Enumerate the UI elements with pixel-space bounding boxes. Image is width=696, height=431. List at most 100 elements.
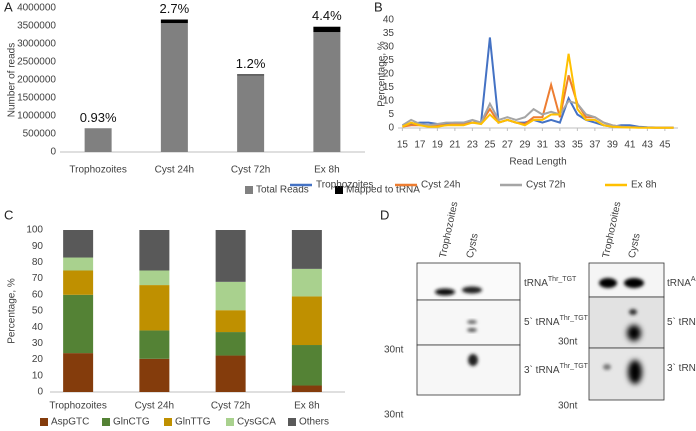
lane-label: Cysts <box>465 232 481 259</box>
annotation: 2.7% <box>160 1 190 16</box>
panel-label: B <box>374 0 383 14</box>
bar-segment <box>139 285 170 331</box>
band <box>629 309 637 315</box>
x-tick-label: 19 <box>432 140 444 151</box>
y-tick-label: 1500000 <box>17 93 56 104</box>
bar-segment <box>291 385 322 392</box>
bar-segment <box>160 23 188 153</box>
x-tick-label: 15 <box>397 140 409 151</box>
blot-images <box>416 262 665 401</box>
band-superscript: Thr_TGT <box>560 363 589 370</box>
blot-box <box>416 262 521 301</box>
y-tick-label: 30 <box>383 42 395 53</box>
band <box>468 354 478 366</box>
y-tick-label: 500000 <box>23 129 57 140</box>
legend-swatch <box>164 418 172 426</box>
legend-swatch <box>40 418 48 426</box>
legend-swatch <box>102 418 110 426</box>
legend-swatch <box>245 186 253 194</box>
blot-box <box>588 347 665 401</box>
band-label: 3` tRNAThr_TGT <box>524 363 589 376</box>
legend-label: Total Reads <box>256 185 309 196</box>
legend-label: GlnCTG <box>113 417 150 428</box>
band-label: 5` tRNAAsn_GTT <box>667 315 696 328</box>
x-tick-label: 17 <box>414 140 426 151</box>
size-marker: 30nt <box>558 337 578 348</box>
y-tick-label: 2000000 <box>17 75 56 86</box>
bar-segment <box>215 310 246 333</box>
x-tick-label: Cyst 24h <box>155 165 194 176</box>
bar-segment <box>215 281 246 311</box>
legend-swatch <box>335 186 343 194</box>
x-tick-label: 25 <box>484 140 496 151</box>
y-tick-label: 90 <box>32 241 44 252</box>
y-tick-label: 10 <box>383 96 395 107</box>
bar-segment <box>63 257 94 271</box>
y-tick-label: 0 <box>37 387 43 398</box>
band <box>627 325 641 341</box>
bar-segment <box>215 332 246 356</box>
band-superscript: Thr_TGT <box>548 276 577 283</box>
y-tick-label: 1000000 <box>17 111 56 122</box>
line-series <box>401 53 674 129</box>
y-tick-label: 70 <box>32 273 44 284</box>
y-tick-label: 0 <box>50 147 56 158</box>
legend-label: Cyst 24h <box>421 180 460 191</box>
y-tick-label: 0 <box>388 123 394 134</box>
band <box>462 286 482 294</box>
bar-segment <box>291 268 322 297</box>
band-name: 5` tRNA <box>667 316 696 328</box>
y-tick-label: 3500000 <box>17 21 56 32</box>
lane-label: Trophozoites <box>601 201 624 259</box>
bar-segment <box>63 230 94 258</box>
band <box>435 288 455 296</box>
blot-box <box>416 344 521 396</box>
y-tick-label: 20 <box>383 69 395 80</box>
y-axis-label: Percentage, % <box>377 41 388 107</box>
legend-label: Trophozoites <box>316 180 373 191</box>
y-tick-label: 5 <box>388 109 394 120</box>
y-tick-label: 50 <box>32 306 44 317</box>
annotation: 1.2% <box>236 56 266 71</box>
legend-label: Cyst 72h <box>526 180 565 191</box>
x-tick-label: Ex 8h <box>294 401 320 412</box>
panel-label: C <box>4 207 13 222</box>
y-tick-label: 2500000 <box>17 57 56 68</box>
size-marker: 30nt <box>558 401 578 412</box>
y-tick-label: 80 <box>32 257 44 268</box>
legend-label: Others <box>299 417 329 428</box>
y-tick-label: 60 <box>32 289 44 300</box>
band <box>624 278 644 288</box>
x-axis-label: Read Length <box>509 157 566 168</box>
bar-segment <box>139 230 170 271</box>
x-tick-label: Cyst 24h <box>135 401 174 412</box>
x-tick-label: Cyst 72h <box>211 401 250 412</box>
legend-label: GlnTTG <box>175 417 211 428</box>
x-tick-label: 45 <box>659 140 671 151</box>
legend-label: CysGCA <box>237 417 276 428</box>
lane-label: Cysts <box>627 232 643 259</box>
band <box>599 278 617 288</box>
bar-segment <box>63 270 94 295</box>
legend-label: Ex 8h <box>631 180 657 191</box>
blot-box <box>588 296 665 349</box>
bar-segment <box>215 355 246 392</box>
legend-swatch <box>226 418 234 426</box>
y-tick-label: 15 <box>383 82 395 93</box>
x-tick-label: 37 <box>589 140 601 151</box>
bar-segment <box>313 32 341 153</box>
legend-label: Mapped to tRNA <box>346 185 420 196</box>
bar-segment <box>215 230 246 282</box>
y-tick-label: 30 <box>32 338 44 349</box>
x-tick-label: Ex 8h <box>314 165 340 176</box>
legend-label: AspGTC <box>51 417 89 428</box>
x-tick-label: 41 <box>624 140 636 151</box>
panel-label: A <box>4 0 13 14</box>
bar-segment <box>63 294 94 354</box>
y-tick-label: 10 <box>32 370 44 381</box>
bar-segment <box>291 296 322 346</box>
bar-segment <box>160 19 188 24</box>
band-superscript: Thr_TGT <box>560 315 589 322</box>
x-tick-label: 21 <box>449 140 461 151</box>
line-series <box>402 37 674 129</box>
